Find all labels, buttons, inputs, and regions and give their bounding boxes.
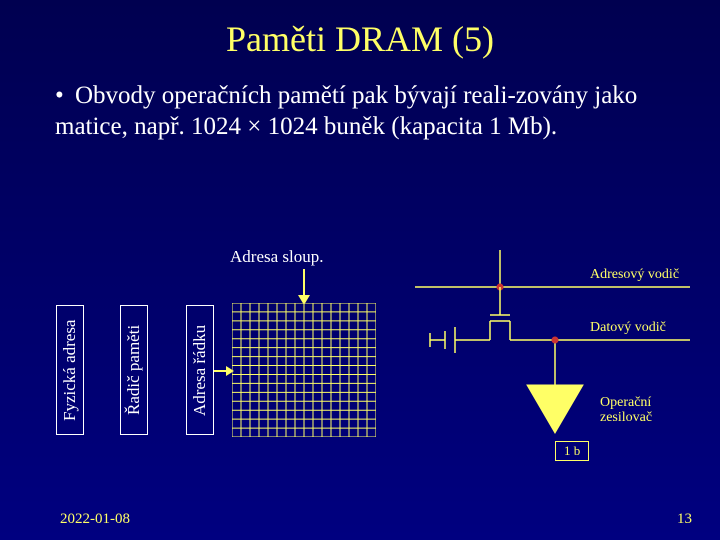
label-op-amp: Operační zesilovač bbox=[600, 395, 680, 426]
footer-date: 2022-01-08 bbox=[60, 511, 130, 528]
bullet-dot: • bbox=[55, 80, 75, 111]
label-address-wire: Adresový vodič bbox=[590, 267, 679, 283]
diagram: Fyzická adresa Řadič paměti Adresa řádku… bbox=[0, 245, 720, 505]
memory-grid bbox=[232, 303, 376, 437]
box-adresa-radku: Adresa řádku bbox=[186, 305, 214, 435]
bullet-content: Obvody operačních pamětí pak bývají real… bbox=[55, 82, 637, 140]
label-one-bit: 1 b bbox=[555, 441, 589, 461]
box-fyzicka-adresa: Fyzická adresa bbox=[56, 305, 84, 435]
arrow-down-icon bbox=[292, 269, 316, 305]
bullet-text: •Obvody operačních pamětí pak bývají rea… bbox=[0, 60, 720, 143]
page-title: Paměti DRAM (5) bbox=[0, 0, 720, 60]
arrow-right-icon bbox=[214, 363, 234, 379]
box-radic-pameti: Řadič paměti bbox=[120, 305, 148, 435]
column-address-label: Adresa sloup. bbox=[230, 247, 323, 267]
footer-page-number: 13 bbox=[677, 511, 692, 528]
label-data-wire: Datový vodič bbox=[590, 320, 666, 336]
